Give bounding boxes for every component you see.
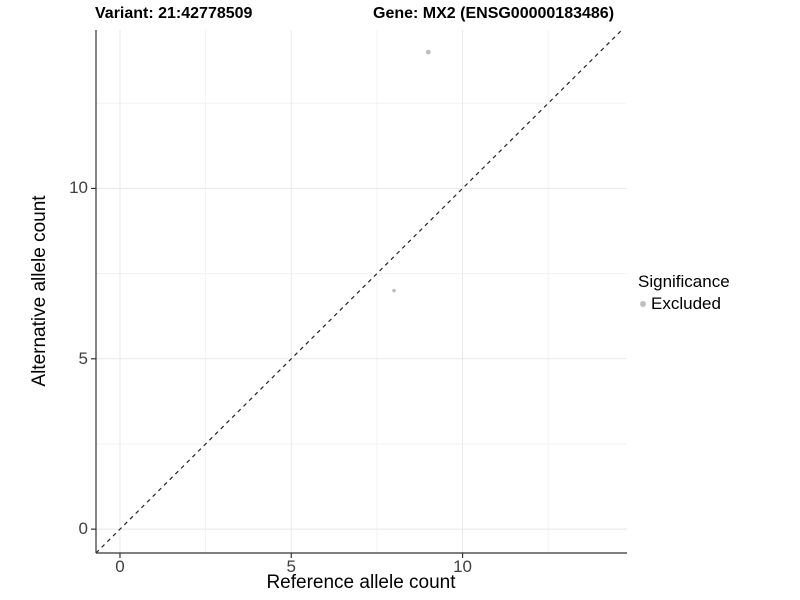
data-point [392, 288, 396, 293]
identity-reference-line [95, 29, 623, 554]
y-tick-label: 5 [78, 348, 88, 368]
legend: Significance Excluded [638, 272, 730, 314]
legend-point-icon [640, 301, 646, 307]
y-tick-label: 10 [69, 178, 88, 198]
plot-title-gene: Gene: MX2 (ENSG00000183486) [373, 5, 615, 22]
x-axis-title: Reference allele count [266, 572, 456, 593]
legend-title: Significance [638, 272, 730, 291]
plot-title-variant: Variant: 21:42778509 [95, 5, 253, 22]
x-tick-label: 0 [115, 557, 125, 576]
data-point [425, 49, 431, 55]
x-tick-label: 10 [453, 557, 472, 576]
legend-entry-excluded: Excluded [638, 294, 730, 314]
y-tick-label: 0 [78, 519, 88, 539]
legend-entry-label: Excluded [651, 294, 721, 313]
x-tick-label: 5 [286, 557, 296, 576]
